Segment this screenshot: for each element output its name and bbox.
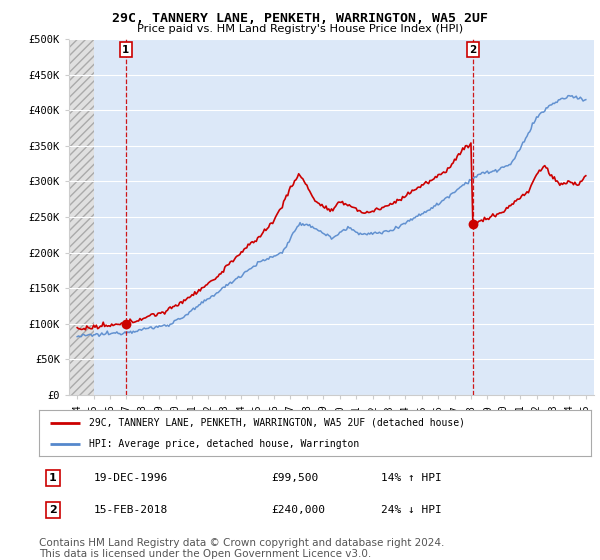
- Text: Price paid vs. HM Land Registry's House Price Index (HPI): Price paid vs. HM Land Registry's House …: [137, 24, 463, 34]
- Point: [121, 320, 131, 329]
- Text: 2: 2: [49, 505, 56, 515]
- Text: 1: 1: [49, 473, 56, 483]
- Text: 19-DEC-1996: 19-DEC-1996: [94, 473, 169, 483]
- Text: 24% ↓ HPI: 24% ↓ HPI: [381, 505, 442, 515]
- Bar: [69, 39, 94, 395]
- Text: 29C, TANNERY LANE, PENKETH, WARRINGTON, WA5 2UF (detached house): 29C, TANNERY LANE, PENKETH, WARRINGTON, …: [89, 418, 464, 428]
- Text: 14% ↑ HPI: 14% ↑ HPI: [381, 473, 442, 483]
- Text: 2: 2: [469, 45, 476, 54]
- Text: Contains HM Land Registry data © Crown copyright and database right 2024.
This d: Contains HM Land Registry data © Crown c…: [39, 538, 445, 559]
- Text: £99,500: £99,500: [271, 473, 318, 483]
- Text: £240,000: £240,000: [271, 505, 325, 515]
- Point: [468, 220, 478, 228]
- Text: 29C, TANNERY LANE, PENKETH, WARRINGTON, WA5 2UF: 29C, TANNERY LANE, PENKETH, WARRINGTON, …: [112, 12, 488, 25]
- Bar: [69, 39, 94, 395]
- Text: 1: 1: [122, 45, 130, 54]
- Text: 15-FEB-2018: 15-FEB-2018: [94, 505, 169, 515]
- Text: HPI: Average price, detached house, Warrington: HPI: Average price, detached house, Warr…: [89, 439, 359, 449]
